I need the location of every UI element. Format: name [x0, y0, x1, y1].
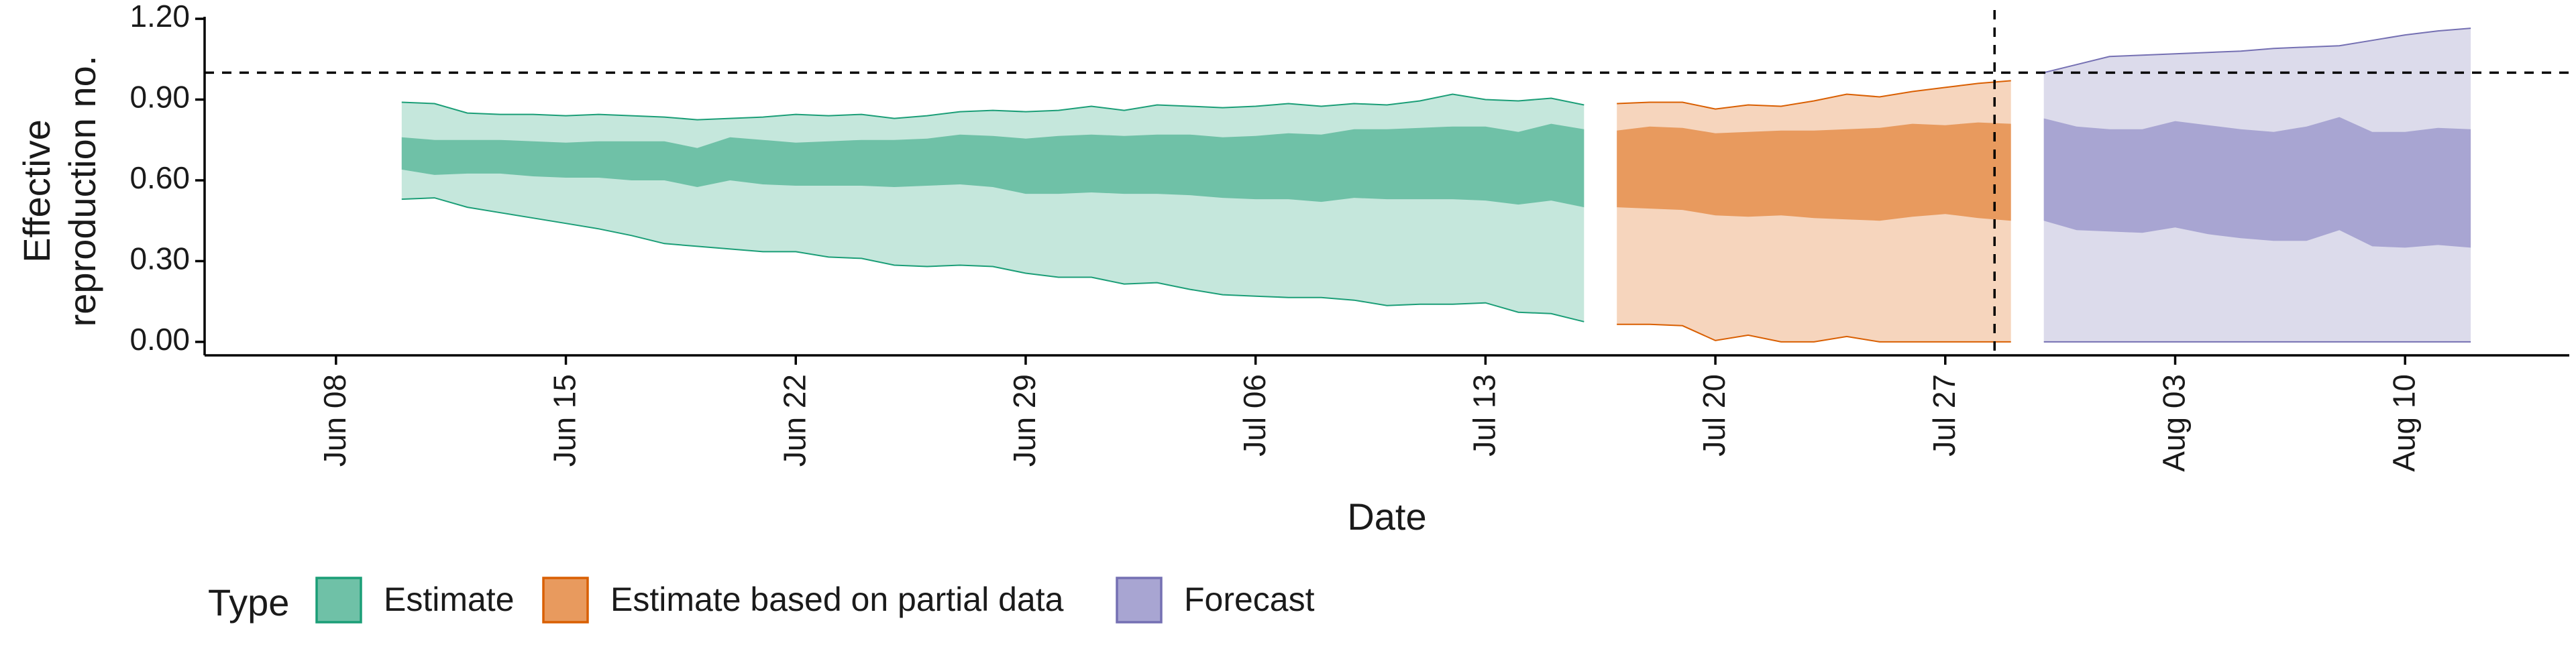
y-tick-label: 1.20 [129, 0, 190, 34]
legend-swatch [1116, 577, 1163, 624]
band-50-estimate [401, 123, 1585, 208]
x-tick-label: Jun 08 [317, 374, 352, 467]
ribbon-bands [401, 27, 2471, 343]
legend-title: Type [208, 581, 289, 624]
y-axis-title-line-1: Effective [15, 119, 58, 263]
x-tick-label: Jul 06 [1237, 374, 1272, 457]
y-tick-label: 0.90 [129, 80, 190, 115]
x-tick-label: Jun 15 [547, 374, 582, 467]
legend-label: Estimate based on partial data [610, 581, 1064, 618]
x-tick-label: Jun 22 [777, 374, 812, 467]
legend-swatch [542, 577, 589, 624]
band-90-upper-edge-estimate-based-on-partial-data [1617, 80, 2011, 110]
x-axis-ticks: Jun 08 Jun 15 Jun 22 Jun 29 Jul 06 Jul 13 Jul … [317, 355, 2421, 472]
legend-items: Estimate Estimate based on partial data Fo… [315, 577, 1315, 624]
y-tick-label: 0.00 [129, 322, 190, 357]
x-tick-label: Aug 10 [2386, 374, 2421, 472]
band-90-upper-edge-estimate [401, 93, 1585, 121]
x-tick-label: Aug 03 [2157, 374, 2192, 472]
band-50-forecast [2043, 117, 2471, 248]
band-90-estimate [401, 94, 1585, 322]
y-axis-title-line-2: reproduction no. [61, 56, 103, 327]
x-axis-title: Date [1347, 495, 1426, 538]
band-50-estimate-based-on-partial-data [1617, 122, 2011, 221]
legend-swatch [315, 577, 362, 624]
y-tick-label: 0.30 [129, 241, 190, 276]
y-tick-label: 0.60 [129, 160, 190, 195]
band-90-lower-edge-estimate [401, 197, 1585, 322]
x-tick-label: Jun 29 [1007, 374, 1042, 467]
y-axis-ticks: 0.00 0.30 0.60 0.90 1.20 [129, 0, 205, 357]
x-tick-label: Jul 27 [1927, 374, 1962, 457]
band-90-lower-edge-estimate-based-on-partial-data [1617, 323, 2011, 343]
legend-label: Forecast [1184, 581, 1315, 618]
x-tick-label: Jul 13 [1467, 374, 1502, 457]
band-90-upper-edge-forecast [2043, 27, 2471, 74]
legend-label: Estimate [384, 581, 515, 618]
legend: Type Estimate Estimate based on partial d… [208, 577, 1315, 624]
y-axis-title: Effective reproduction no. [15, 56, 103, 327]
x-tick-label: Jul 20 [1697, 374, 1731, 457]
